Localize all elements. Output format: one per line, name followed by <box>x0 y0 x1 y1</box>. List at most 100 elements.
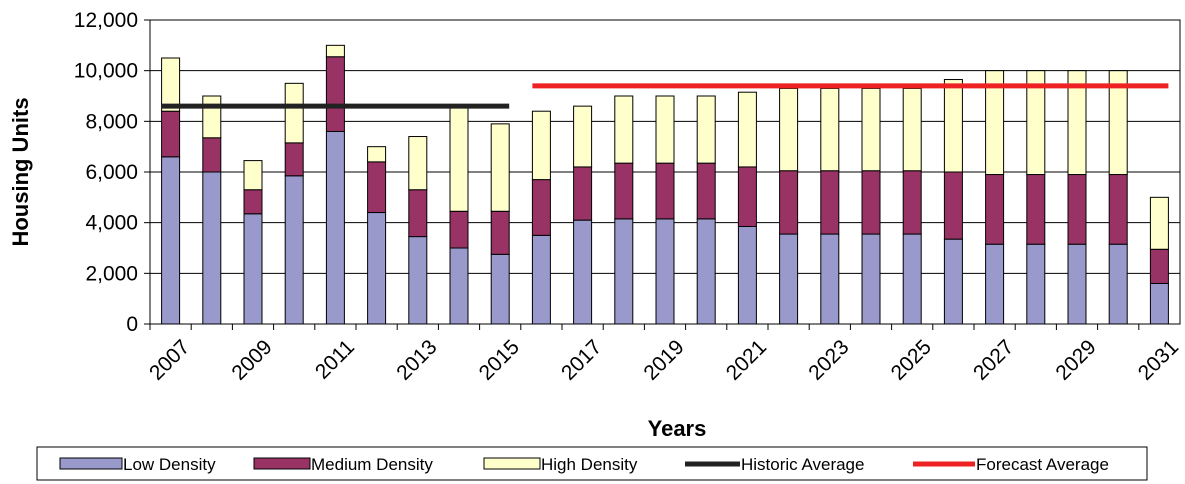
y-tick-label: 4,000 <box>85 212 138 235</box>
bar-low-density-2025 <box>902 233 922 325</box>
bar-low-density-2014 <box>449 247 469 325</box>
y-tick-label: 6,000 <box>85 161 138 184</box>
bar-medium-density-2029 <box>1067 174 1087 245</box>
bar-high-density-2025 <box>902 87 922 172</box>
bar-medium-density-2012 <box>367 161 387 214</box>
bar-high-density-2030 <box>1108 70 1128 176</box>
y-tick-labels: 0 2,000 4,000 6,000 8,000 10,000 12,000 <box>74 9 150 336</box>
bar-high-density-2016 <box>531 110 551 181</box>
y-tick-label: 8,000 <box>85 110 138 133</box>
legend-label-historic-average: Historic Average <box>741 455 864 474</box>
bar-low-density-2024 <box>861 233 881 325</box>
bar-medium-density-2020 <box>696 162 716 220</box>
legend-label-forecast-average: Forecast Average <box>976 455 1109 474</box>
bar-medium-density-2016 <box>531 179 551 236</box>
bar-low-density-2013 <box>408 236 428 325</box>
legend-swatch-high-density <box>483 457 541 470</box>
bar-high-density-2009 <box>243 160 263 191</box>
bar-medium-density-2014 <box>449 210 469 249</box>
bar-low-density-2016 <box>531 234 551 325</box>
bar-medium-density-2019 <box>655 162 675 220</box>
bar-medium-density-2010 <box>284 142 304 177</box>
bar-high-density-2007 <box>161 57 181 112</box>
bar-medium-density-2021 <box>737 166 757 227</box>
y-tick-label: 2,000 <box>85 262 138 285</box>
x-tick-label: 2025 <box>887 335 936 384</box>
bar-medium-density-2023 <box>820 170 840 235</box>
bar-medium-density-2007 <box>161 110 181 158</box>
bar-low-density-2011 <box>325 130 345 325</box>
bar-high-density-2018 <box>614 95 634 164</box>
bar-medium-density-2011 <box>325 56 345 132</box>
bar-medium-density-2026 <box>943 171 963 240</box>
bar-medium-density-2017 <box>573 166 593 221</box>
bar-low-density-2008 <box>202 171 222 325</box>
bar-high-density-2015 <box>490 123 510 212</box>
x-tick-label: 2023 <box>804 335 853 384</box>
bar-low-density-2029 <box>1067 243 1087 325</box>
bar-medium-density-2013 <box>408 189 428 238</box>
bar-medium-density-2031 <box>1149 248 1169 284</box>
bar-high-density-2021 <box>737 91 757 168</box>
x-tick-label: 2029 <box>1051 335 1100 384</box>
x-tick-label: 2007 <box>145 335 194 384</box>
legend-label-high-density: High Density <box>541 455 638 474</box>
legend-swatch-medium-density <box>253 457 311 470</box>
bar-low-density-2012 <box>367 212 387 325</box>
bar-medium-density-2027 <box>985 174 1005 245</box>
x-tick-label: 2019 <box>639 335 688 384</box>
x-tick-label: 2021 <box>722 335 771 384</box>
x-tick-label: 2013 <box>392 335 441 384</box>
bar-high-density-2017 <box>573 105 593 168</box>
bar-high-density-2028 <box>1026 70 1046 176</box>
bar-medium-density-2024 <box>861 170 881 235</box>
bar-medium-density-2025 <box>902 170 922 235</box>
bar-low-density-2009 <box>243 213 263 325</box>
bar-high-density-2008 <box>202 95 222 139</box>
bar-high-density-2010 <box>284 82 304 144</box>
bar-medium-density-2028 <box>1026 174 1046 245</box>
bar-high-density-2013 <box>408 136 428 191</box>
bar-high-density-2027 <box>985 70 1005 176</box>
legend-swatch-low-density <box>59 457 123 470</box>
bar-medium-density-2008 <box>202 137 222 173</box>
bar-low-density-2015 <box>490 253 510 325</box>
x-tick-labels: 2007 2009 2011 2013 2015 2017 2019 2021 2023 2025… <box>145 335 1183 384</box>
x-axis-title: Years <box>648 416 707 441</box>
bar-low-density-2028 <box>1026 243 1046 325</box>
bar-medium-density-2030 <box>1108 174 1128 245</box>
x-tick-label: 2017 <box>557 335 606 384</box>
bar-medium-density-2009 <box>243 189 263 215</box>
bar-high-density-2024 <box>861 87 881 172</box>
x-tick-label: 2031 <box>1134 335 1183 384</box>
bar-low-density-2020 <box>696 218 716 325</box>
bar-medium-density-2015 <box>490 210 510 255</box>
bar-high-density-2022 <box>779 87 799 172</box>
x-tick-label: 2011 <box>311 335 359 383</box>
x-tick-label: 2009 <box>227 335 276 384</box>
x-tick-label: 2015 <box>475 335 524 384</box>
x-tick-label: 2027 <box>969 335 1018 384</box>
bar-low-density-2022 <box>779 233 799 325</box>
bar-medium-density-2022 <box>779 170 799 235</box>
legend: Low Density Medium Density High Density His… <box>36 446 1148 481</box>
bar-low-density-2026 <box>943 238 963 325</box>
bar-low-density-2019 <box>655 218 675 325</box>
y-tick-label: 10,000 <box>74 60 138 83</box>
bar-high-density-2023 <box>820 87 840 172</box>
bar-high-density-2019 <box>655 95 675 164</box>
legend-label-medium-density: Medium Density <box>311 455 433 474</box>
legend-label-low-density: Low Density <box>123 455 216 474</box>
bar-low-density-2018 <box>614 218 634 325</box>
y-tick-label: 12,000 <box>74 9 138 32</box>
bar-low-density-2010 <box>284 175 304 325</box>
bar-low-density-2030 <box>1108 243 1128 325</box>
bar-medium-density-2018 <box>614 162 634 220</box>
y-tick-label: 0 <box>126 313 138 336</box>
bar-high-density-2029 <box>1067 70 1087 176</box>
bar-low-density-2017 <box>573 219 593 325</box>
bar-high-density-2031 <box>1149 196 1169 250</box>
bar-low-density-2021 <box>737 225 757 325</box>
bar-high-density-2014 <box>449 105 469 212</box>
